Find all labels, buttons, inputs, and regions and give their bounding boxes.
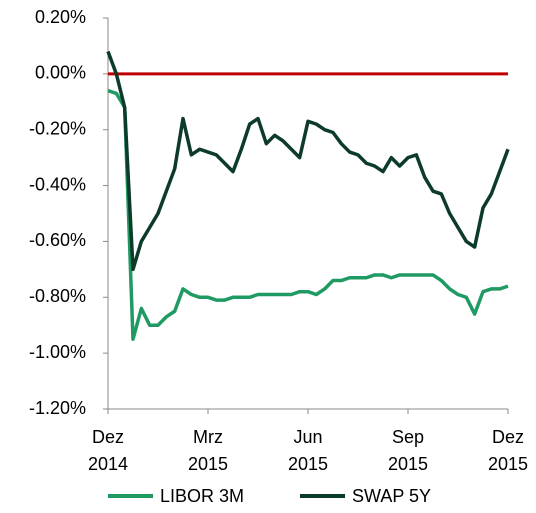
y-tick-label: 0.20% bbox=[35, 7, 86, 27]
x-tick-label: Jun 2015 bbox=[287, 427, 329, 474]
y-tick-label: -0.60% bbox=[29, 230, 86, 250]
series-line bbox=[107, 88, 509, 341]
y-tick-label: -0.20% bbox=[29, 118, 86, 138]
legend-label: LIBOR 3M bbox=[160, 486, 244, 506]
y-tick-label: -1.00% bbox=[29, 342, 86, 362]
y-tick-label: -1.20% bbox=[29, 398, 86, 418]
x-tick-label: Dez 2015 bbox=[487, 427, 529, 474]
x-tick-label: Sep 2015 bbox=[387, 427, 429, 474]
y-tick-label: 0.00% bbox=[35, 63, 86, 83]
y-tick-label: -0.40% bbox=[29, 174, 86, 194]
y-tick-label: -0.80% bbox=[29, 286, 86, 306]
x-tick-label: Dez 2014 bbox=[87, 427, 129, 474]
x-tick-label: Mrz 2015 bbox=[187, 427, 229, 474]
legend-label: SWAP 5Y bbox=[352, 486, 431, 506]
series-line bbox=[106, 50, 510, 272]
